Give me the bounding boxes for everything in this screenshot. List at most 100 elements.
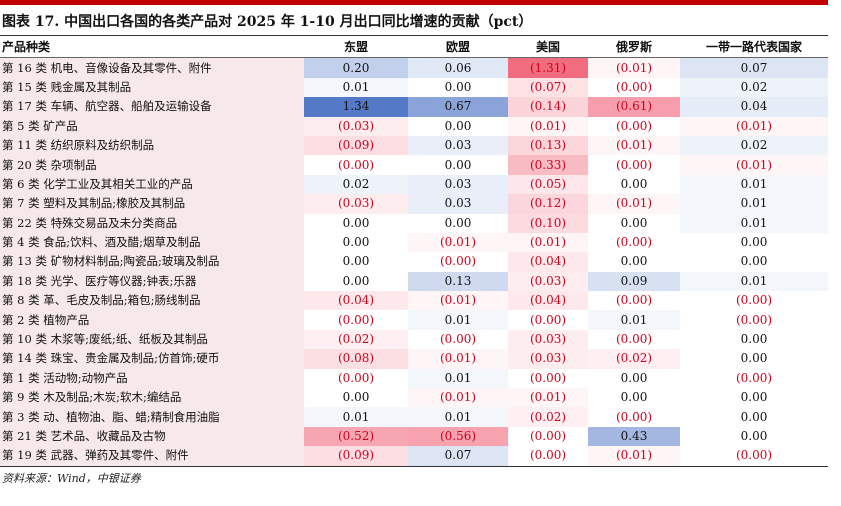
table-row: 第 13 类 矿物材料制品;陶瓷品;玻璃及制品 0.00 (0.00) (0.04) 0… <box>0 252 828 272</box>
row-label: 第 22 类 特殊交易品及未分类商品 <box>0 213 304 233</box>
cell-belt-road: 0.00 <box>740 332 768 347</box>
table-row: 第 18 类 光学、医疗等仪器;钟表;乐器 0.00 0.13 (0.03) 0.09 0… <box>0 271 828 292</box>
cell-eu: (0.00) <box>439 332 477 347</box>
table-row: 第 3 类 动、植物油、脂、蜡;精制食用油脂 0.01 0.01 (0.02) (0.0… <box>0 407 828 427</box>
table-row: 第 15 类 贱金属及其制品 0.01 0.00 (0.07) (0.00) 0.02 <box>0 77 828 98</box>
cell-belt-road: 0.01 <box>680 213 828 233</box>
table-row: 第 14 类 珠宝、贵金属及制品;仿首饰;硬币 (0.08) (0.01) (0.03… <box>0 349 828 369</box>
cell-eu: 0.13 <box>408 271 508 292</box>
cell-belt-road: (0.00) <box>735 370 773 385</box>
cell-russia: 0.00 <box>620 370 648 385</box>
cell-belt-road: 0.01 <box>680 271 828 292</box>
table-row: 第 9 类 木及制品;木炭;软木;编结品 0.00 (0.01) (0.01) 0.00… <box>0 388 828 408</box>
cell-asean: (0.00) <box>337 312 375 327</box>
cell-asean: 0.00 <box>342 254 370 269</box>
cell-eu: 0.01 <box>408 368 508 389</box>
cell-belt-road: (0.00) <box>735 293 773 308</box>
column-header-russia: 俄罗斯 <box>588 38 680 59</box>
title-divider <box>0 35 828 36</box>
cell-russia: (0.00) <box>615 409 653 424</box>
cell-belt-road: 0.01 <box>680 194 828 214</box>
cell-eu: 0.07 <box>408 446 508 467</box>
table-row: 第 16 类 机电、音像设备及其零件、附件 0.20 0.06 (1.31) (0.01… <box>0 57 828 78</box>
cell-russia: 0.00 <box>620 254 648 269</box>
cell-asean: 1.34 <box>304 97 408 117</box>
cell-belt-road: (0.00) <box>735 312 773 327</box>
cell-eu: 0.01 <box>408 407 508 427</box>
cell-belt-road: (0.00) <box>680 446 828 467</box>
table-row: 第 8 类 革、毛皮及制品;箱包;肠线制品 (0.04) (0.01) (0.04)(… <box>0 291 828 311</box>
contribution-table: 产品种类 东盟 欧盟 美国 俄罗斯 一带一路代表国家 第 16 类 机电、音像设… <box>0 38 828 467</box>
cell-asean: (0.09) <box>304 446 408 467</box>
table-header-row: 产品种类 东盟 欧盟 美国 俄罗斯 一带一路代表国家 <box>0 38 828 59</box>
cell-asean: 0.00 <box>342 273 370 288</box>
cell-belt-road: (0.01) <box>680 116 828 136</box>
cell-russia: 0.00 <box>620 390 648 405</box>
cell-russia: (0.01) <box>588 446 680 467</box>
cell-belt-road: 0.00 <box>740 429 768 443</box>
cell-eu: 0.67 <box>408 97 508 117</box>
row-label: 第 7 类 塑料及其制品;橡胶及其制品 <box>0 194 304 214</box>
row-label: 第 13 类 矿物材料制品;陶瓷品;玻璃及制品 <box>0 252 304 272</box>
cell-us: (0.01) <box>508 232 588 253</box>
source-note: 资料来源：Wind，中银证券 <box>2 472 141 485</box>
cell-us: (0.04) <box>508 252 588 272</box>
table-row: 第 20 类 杂项制品 (0.00) 0.00 (0.33) (0.00) (0.01) <box>0 155 828 175</box>
cell-belt-road: 0.00 <box>740 254 768 269</box>
cell-belt-road: 0.00 <box>740 351 768 366</box>
cell-eu: (0.01) <box>408 388 508 408</box>
cell-us: (0.03) <box>508 349 588 369</box>
cell-eu: 0.03 <box>408 194 508 214</box>
cell-us: (0.00) <box>508 446 588 467</box>
cell-asean: 0.02 <box>304 174 408 195</box>
cell-belt-road: 0.00 <box>740 235 768 250</box>
table-row: 第 21 类 艺术品、收藏品及古物 (0.52) (0.56) (0.00) 0.43 0… <box>0 426 828 447</box>
cell-eu: (0.00) <box>439 254 477 269</box>
cell-eu: 0.03 <box>408 174 508 195</box>
table-row: 第 10 类 木浆等;废纸;纸、纸板及其制品 (0.02) (0.00) (0.03)… <box>0 329 828 350</box>
column-header-belt-road: 一带一路代表国家 <box>680 38 828 59</box>
cell-asean: 0.20 <box>304 57 408 78</box>
row-label: 第 4 类 食品;饮料、酒及醋;烟草及制品 <box>0 232 304 253</box>
cell-belt-road: 0.04 <box>680 97 828 117</box>
cell-asean: (0.03) <box>304 116 408 136</box>
cell-eu: 0.03 <box>408 135 508 156</box>
table-body: 第 16 类 机电、音像设备及其零件、附件 0.20 0.06 (1.31) (0.01… <box>0 57 828 467</box>
column-header-product: 产品种类 <box>0 38 304 59</box>
cell-belt-road: (0.01) <box>680 155 828 175</box>
row-label: 第 1 类 活动物;动物产品 <box>0 368 304 389</box>
row-label: 第 5 类 矿产品 <box>0 116 304 136</box>
column-header-asean: 东盟 <box>304 38 408 59</box>
table-row: 第 2 类 植物产品 (0.00) 0.01 (0.00) 0.01 (0.00) <box>0 310 828 330</box>
cell-asean: 0.00 <box>342 235 370 250</box>
row-label: 第 15 类 贱金属及其制品 <box>0 77 304 98</box>
cell-us: (0.12) <box>508 194 588 214</box>
column-header-eu: 欧盟 <box>408 38 508 59</box>
page-title: 图表 17. 中国出口各国的各类产品对 2025 年 1-10 月出口同比增速的… <box>2 14 533 30</box>
row-label: 第 8 类 革、毛皮及制品;箱包;肠线制品 <box>0 291 304 311</box>
cell-russia: (0.02) <box>588 349 680 369</box>
table-row: 第 6 类 化学工业及其相关工业的产品 0.02 0.03 (0.05) 0.00 0.0… <box>0 174 828 195</box>
table-row: 第 7 类 塑料及其制品;橡胶及其制品 (0.03) 0.03 (0.12) (0.01… <box>0 194 828 214</box>
cell-russia: (0.01) <box>588 194 680 214</box>
cell-eu: (0.56) <box>408 426 508 447</box>
cell-eu: 0.06 <box>408 57 508 78</box>
table-row: 第 22 类 特殊交易品及未分类商品 0.00 0.00 (0.10) 0.00 0.01 <box>0 213 828 233</box>
cell-russia: (0.61) <box>588 97 680 117</box>
cell-belt-road: 0.02 <box>680 77 828 98</box>
cell-eu: (0.01) <box>408 291 508 311</box>
row-label: 第 9 类 木及制品;木炭;软木;编结品 <box>0 388 304 408</box>
cell-eu: 0.01 <box>408 310 508 330</box>
cell-eu: (0.01) <box>408 349 508 369</box>
cell-us: (0.04) <box>508 291 588 311</box>
cell-asean: (0.00) <box>337 370 375 385</box>
cell-belt-road: 0.00 <box>740 390 768 405</box>
cell-belt-road: 0.07 <box>680 57 828 78</box>
cell-us: (0.02) <box>508 407 588 427</box>
cell-us: (0.03) <box>508 271 588 292</box>
cell-us: (0.00) <box>529 429 567 443</box>
cell-russia: 0.09 <box>588 271 680 292</box>
cell-us: (0.01) <box>508 116 588 136</box>
row-label: 第 18 类 光学、医疗等仪器;钟表;乐器 <box>0 271 304 292</box>
cell-us: (0.07) <box>508 77 588 98</box>
